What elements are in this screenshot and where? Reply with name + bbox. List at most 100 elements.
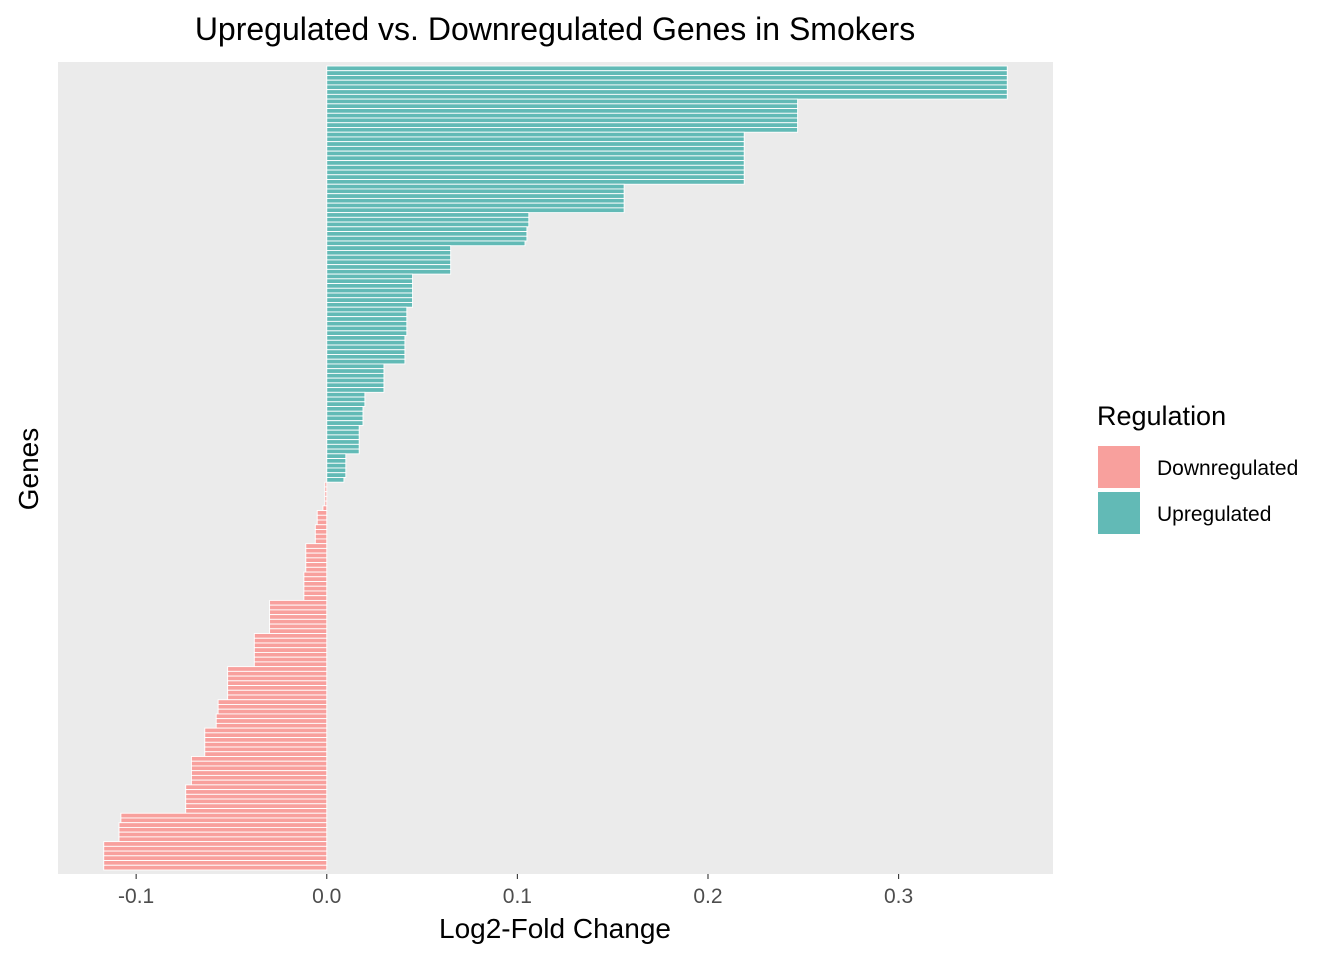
bar-downregulated-135 bbox=[217, 704, 328, 710]
bar-upregulated-24 bbox=[326, 179, 745, 185]
bar-downregulated-107 bbox=[303, 571, 328, 578]
bar-downregulated-108 bbox=[303, 576, 328, 582]
bar-upregulated-72 bbox=[326, 406, 364, 412]
bar-downregulated-164 bbox=[103, 841, 328, 847]
legend-label-downregulated: Downregulated bbox=[1157, 457, 1298, 480]
bar-downregulated-130 bbox=[227, 680, 328, 687]
bar-downregulated-98 bbox=[314, 529, 328, 535]
bar-downregulated-128 bbox=[227, 670, 328, 677]
bar-downregulated-148 bbox=[190, 765, 328, 772]
bar-upregulated-83 bbox=[326, 458, 347, 464]
bars-group bbox=[103, 65, 1008, 871]
bar-upregulated-30 bbox=[326, 207, 625, 214]
bar-upregulated-14 bbox=[326, 131, 745, 138]
bar-upregulated-74 bbox=[326, 415, 364, 422]
bar-upregulated-29 bbox=[326, 202, 625, 209]
bar-downregulated-120 bbox=[253, 633, 328, 639]
x-axis: -0.1 0.0 0.1 0.2 0.3 bbox=[118, 874, 913, 908]
bar-downregulated-88 bbox=[324, 481, 328, 488]
bar-downregulated-112 bbox=[303, 595, 328, 601]
legend-key-upregulated bbox=[1098, 492, 1140, 534]
bar-downregulated-150 bbox=[190, 774, 328, 781]
bar-upregulated-69 bbox=[326, 391, 366, 398]
bar-upregulated-6 bbox=[326, 93, 1008, 100]
bar-upregulated-48 bbox=[326, 292, 413, 299]
bar-downregulated-118 bbox=[269, 623, 328, 630]
bar-downregulated-91 bbox=[324, 495, 328, 502]
bar-upregulated-38 bbox=[326, 245, 452, 251]
bar-upregulated-84 bbox=[326, 462, 347, 469]
bar-downregulated-127 bbox=[227, 666, 328, 672]
bar-downregulated-153 bbox=[185, 789, 328, 795]
bar-upregulated-7 bbox=[326, 98, 799, 105]
bar-upregulated-81 bbox=[326, 448, 360, 455]
bar-downregulated-106 bbox=[305, 566, 328, 573]
bar-upregulated-9 bbox=[326, 108, 799, 114]
bar-upregulated-41 bbox=[326, 259, 452, 266]
bar-upregulated-85 bbox=[326, 467, 347, 474]
bar-upregulated-54 bbox=[326, 320, 408, 327]
bar-upregulated-22 bbox=[326, 169, 745, 176]
bar-upregulated-86 bbox=[326, 472, 347, 478]
bar-downregulated-161 bbox=[118, 826, 328, 833]
bar-upregulated-78 bbox=[326, 434, 360, 441]
bar-upregulated-10 bbox=[326, 112, 799, 119]
bar-downregulated-103 bbox=[305, 552, 328, 559]
bar-downregulated-116 bbox=[269, 614, 328, 620]
bar-upregulated-8 bbox=[326, 103, 799, 110]
bar-downregulated-121 bbox=[253, 637, 328, 644]
bar-upregulated-28 bbox=[326, 197, 625, 204]
bar-upregulated-21 bbox=[326, 164, 745, 171]
bar-downregulated-139 bbox=[215, 722, 328, 729]
bar-downregulated-115 bbox=[269, 609, 328, 616]
legend-key-downregulated bbox=[1098, 446, 1140, 488]
bar-downregulated-90 bbox=[324, 491, 328, 497]
bar-upregulated-25 bbox=[326, 183, 625, 190]
bar-downregulated-155 bbox=[185, 798, 328, 805]
x-tick-label: 0.2 bbox=[693, 885, 722, 908]
bar-downregulated-129 bbox=[227, 675, 328, 682]
bar-upregulated-82 bbox=[326, 453, 347, 459]
x-tick-label: 0.0 bbox=[312, 885, 341, 908]
bar-upregulated-2 bbox=[326, 75, 1008, 81]
legend-label-upregulated: Upregulated bbox=[1157, 503, 1271, 526]
bar-upregulated-57 bbox=[326, 335, 406, 341]
bar-upregulated-5 bbox=[326, 89, 1008, 95]
bar-upregulated-75 bbox=[326, 420, 364, 426]
bar-upregulated-4 bbox=[326, 84, 1008, 91]
x-tick-label: 0.3 bbox=[884, 885, 913, 908]
bar-downregulated-163 bbox=[118, 836, 328, 843]
bar-upregulated-31 bbox=[326, 212, 530, 218]
bar-downregulated-159 bbox=[120, 817, 328, 824]
bar-upregulated-73 bbox=[326, 410, 364, 417]
bar-downregulated-89 bbox=[324, 486, 328, 493]
bar-downregulated-114 bbox=[269, 604, 328, 611]
bar-downregulated-122 bbox=[253, 642, 328, 649]
bar-downregulated-143 bbox=[204, 741, 328, 748]
bar-downregulated-125 bbox=[253, 656, 328, 663]
bar-upregulated-27 bbox=[326, 193, 625, 199]
bar-downregulated-105 bbox=[305, 562, 328, 568]
bar-upregulated-32 bbox=[326, 216, 530, 223]
bar-upregulated-42 bbox=[326, 264, 452, 270]
bar-upregulated-56 bbox=[326, 330, 408, 337]
bar-upregulated-19 bbox=[326, 155, 745, 162]
bar-downregulated-145 bbox=[204, 751, 328, 757]
bar-downregulated-133 bbox=[227, 694, 328, 701]
bar-downregulated-123 bbox=[253, 647, 328, 653]
bar-downregulated-140 bbox=[204, 727, 328, 734]
bar-upregulated-52 bbox=[326, 311, 408, 318]
bar-upregulated-67 bbox=[326, 382, 385, 389]
bar-upregulated-40 bbox=[326, 254, 452, 261]
bar-downregulated-165 bbox=[103, 845, 328, 852]
bar-upregulated-64 bbox=[326, 368, 385, 374]
bar-downregulated-160 bbox=[118, 822, 328, 828]
bar-upregulated-50 bbox=[326, 302, 413, 308]
bar-downregulated-97 bbox=[314, 524, 328, 530]
bar-upregulated-17 bbox=[326, 145, 745, 152]
bar-downregulated-131 bbox=[227, 685, 328, 691]
bar-downregulated-151 bbox=[190, 779, 328, 786]
bar-upregulated-80 bbox=[326, 443, 360, 450]
bar-upregulated-36 bbox=[326, 235, 528, 242]
bar-downregulated-167 bbox=[103, 855, 328, 861]
